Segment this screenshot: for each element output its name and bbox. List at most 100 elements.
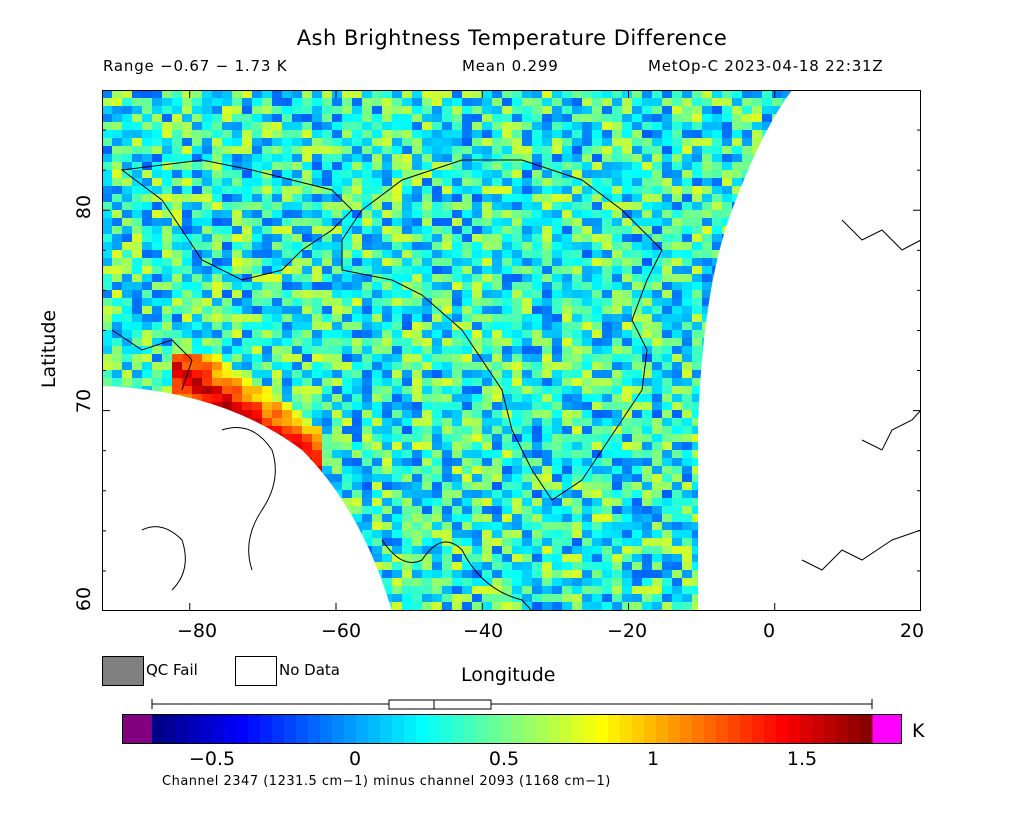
heatmap-cell (342, 402, 353, 411)
heatmap-cell (392, 562, 403, 571)
heatmap-cell (632, 330, 643, 339)
heatmap-cell (562, 418, 573, 427)
heatmap-cell (692, 370, 703, 379)
heatmap-cell (402, 394, 413, 403)
heatmap-cell (512, 258, 523, 267)
heatmap-cell (552, 258, 563, 267)
heatmap-cell (122, 138, 133, 147)
heatmap-cell (202, 298, 213, 307)
heatmap-cell (492, 554, 503, 563)
heatmap-cell (482, 290, 493, 299)
heatmap-cell (602, 506, 613, 515)
heatmap-cell (292, 378, 303, 387)
heatmap-cell (392, 402, 403, 411)
heatmap-cell (172, 114, 183, 123)
heatmap-cell (672, 154, 683, 163)
heatmap-cell (242, 346, 253, 355)
heatmap-cell (432, 266, 443, 275)
heatmap-cell (662, 362, 673, 371)
heatmap-cell (472, 554, 483, 563)
heatmap-cell (132, 106, 143, 115)
heatmap-cell (612, 514, 623, 523)
heatmap-cell (342, 194, 353, 203)
heatmap-cell (552, 554, 563, 563)
heatmap-cell (532, 210, 543, 219)
heatmap-cell (552, 322, 563, 331)
heatmap-cell (662, 562, 673, 571)
heatmap-cell (222, 242, 233, 251)
heatmap-cell (482, 306, 493, 315)
heatmap-cell (512, 226, 523, 235)
heatmap-cell (292, 290, 303, 299)
heatmap-cell (202, 242, 213, 251)
heatmap-cell (342, 266, 353, 275)
heatmap-cell (682, 418, 693, 427)
heatmap-cell (302, 138, 313, 147)
heatmap-cell (602, 130, 613, 139)
heatmap-cell (192, 202, 203, 211)
heatmap-cell (702, 106, 713, 115)
heatmap-cell (662, 322, 673, 331)
heatmap-cell (452, 170, 463, 179)
heatmap-cell (652, 474, 663, 483)
heatmap-cell (532, 106, 543, 115)
heatmap-cell (642, 378, 653, 387)
heatmap-cell (162, 154, 173, 163)
heatmap-cell (552, 514, 563, 523)
heatmap-cell (322, 450, 333, 459)
heatmap-cell (652, 298, 663, 307)
heatmap-cell (292, 314, 303, 323)
heatmap-cell (622, 554, 633, 563)
heatmap-cell (442, 90, 453, 99)
heatmap-cell (602, 394, 613, 403)
heatmap-cell (392, 498, 403, 507)
heatmap-cell (332, 330, 343, 339)
heatmap-cell (552, 426, 563, 435)
heatmap-cell (222, 290, 233, 299)
heatmap-cell (702, 146, 713, 155)
heatmap-cell (402, 226, 413, 235)
heatmap-cell (132, 314, 143, 323)
heatmap-cell (352, 154, 363, 163)
heatmap-cell (662, 386, 673, 395)
heatmap-cell (482, 418, 493, 427)
heatmap-cell (642, 154, 653, 163)
heatmap-cell (682, 394, 693, 403)
heatmap-cell (232, 258, 243, 267)
heatmap-cell (672, 450, 683, 459)
heatmap-cell (662, 210, 673, 219)
heatmap-cell (312, 386, 323, 395)
heatmap-cell (142, 162, 153, 171)
heatmap-cell (442, 226, 453, 235)
heatmap-cell (352, 506, 363, 515)
heatmap-cell (612, 570, 623, 579)
heatmap-cell (442, 370, 453, 379)
heatmap-cell (612, 354, 623, 363)
heatmap-cell (442, 554, 453, 563)
heatmap-cell (292, 194, 303, 203)
heatmap-cell (422, 282, 433, 291)
heatmap-cell (612, 298, 623, 307)
heatmap-cell (502, 130, 513, 139)
heatmap-cell (172, 130, 183, 139)
heatmap-cell (392, 122, 403, 131)
heatmap-cell (472, 202, 483, 211)
heatmap-cell (552, 506, 563, 515)
heatmap-cell (182, 178, 193, 187)
heatmap-cell (492, 322, 503, 331)
heatmap-cell (462, 202, 473, 211)
heatmap-cell (562, 378, 573, 387)
heatmap-cell (412, 506, 423, 515)
heatmap-cell (262, 290, 273, 299)
heatmap-cell (492, 250, 503, 259)
heatmap-cell (162, 234, 173, 243)
heatmap-cell (632, 178, 643, 187)
heatmap-cell (392, 506, 403, 515)
heatmap-cell (492, 346, 503, 355)
heatmap-cell (352, 426, 363, 435)
heatmap-cell (252, 298, 263, 307)
heatmap-cell (342, 386, 353, 395)
heatmap-cell (632, 402, 643, 411)
heatmap-cell (502, 362, 513, 371)
heatmap-cell (722, 186, 733, 195)
